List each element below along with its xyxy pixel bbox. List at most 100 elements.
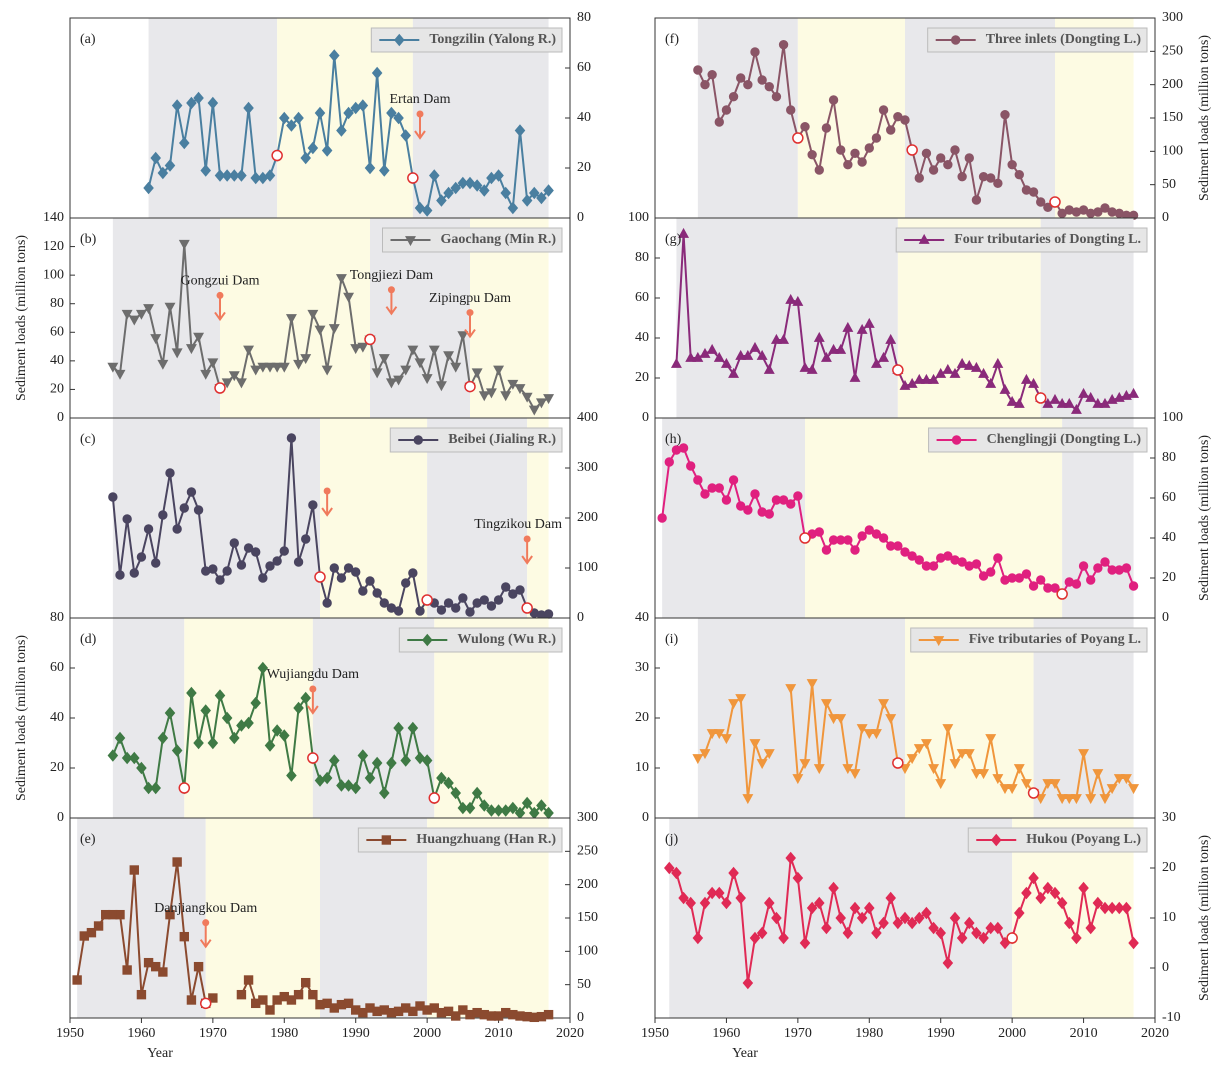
x-axis-label: Year <box>732 1046 758 1061</box>
marker <box>458 593 468 603</box>
marker <box>421 754 433 767</box>
marker <box>756 759 768 770</box>
marker <box>178 239 190 250</box>
marker <box>986 173 996 183</box>
marker <box>129 751 140 765</box>
dam-dot <box>202 919 210 927</box>
marker <box>1071 931 1082 945</box>
y-tick-label: 40 <box>50 353 64 368</box>
dam-label: Ertan Dam <box>389 92 450 107</box>
marker <box>1086 575 1096 585</box>
marker <box>714 483 724 493</box>
marker <box>835 343 847 354</box>
y-tick-label: 100 <box>1162 144 1183 159</box>
legend-marker <box>918 233 930 244</box>
marker <box>813 331 825 342</box>
marker <box>221 378 233 389</box>
marker <box>143 181 154 195</box>
marker <box>1100 203 1110 213</box>
marker <box>1014 573 1024 583</box>
marker <box>258 995 268 1005</box>
marker <box>236 169 247 182</box>
break-point <box>792 132 804 144</box>
marker <box>928 165 939 175</box>
marker <box>136 761 147 775</box>
break-point <box>521 602 533 614</box>
y-tick-label: 80 <box>635 250 649 265</box>
marker <box>451 603 461 613</box>
marker <box>301 977 311 988</box>
marker <box>878 351 890 362</box>
panel-label: (g) <box>665 232 682 247</box>
y-tick-label: -10 <box>1162 1010 1181 1025</box>
marker <box>1035 794 1047 805</box>
marker <box>856 323 868 334</box>
y-axis-label: Sediment loads (million tons) <box>14 635 29 801</box>
marker <box>936 153 946 163</box>
marker <box>436 194 447 207</box>
break-point <box>199 997 212 1010</box>
marker <box>257 362 269 373</box>
marker <box>735 694 747 705</box>
y-tick-label: 150 <box>1162 110 1183 125</box>
marker <box>307 309 319 320</box>
marker <box>1070 403 1082 414</box>
marker <box>813 764 825 775</box>
panel-label: (b) <box>80 232 97 247</box>
marker <box>913 744 925 755</box>
panel-label: (j) <box>665 832 679 847</box>
x-tick-label: 1980 <box>855 1026 883 1041</box>
marker <box>264 739 276 752</box>
marker <box>1121 563 1132 573</box>
y-tick-label: 200 <box>1162 77 1183 92</box>
marker <box>314 325 326 336</box>
marker <box>771 911 782 925</box>
marker <box>172 524 182 534</box>
break-point <box>1049 196 1061 208</box>
marker <box>743 505 753 515</box>
marker <box>786 499 796 509</box>
y-tick-label: 0 <box>642 410 649 425</box>
legend-label: Hukou (Poyang L.) <box>1026 832 1141 847</box>
marker <box>1120 774 1132 785</box>
marker <box>157 359 169 370</box>
marker <box>970 769 982 780</box>
legend-box <box>370 27 563 53</box>
marker <box>843 535 853 545</box>
marker <box>150 781 161 795</box>
break-point <box>421 594 433 606</box>
marker <box>386 106 397 120</box>
y-tick-label: 30 <box>1162 810 1176 825</box>
marker <box>171 744 183 757</box>
y-tick-label: 80 <box>1162 450 1176 465</box>
marker <box>885 714 897 725</box>
marker <box>336 124 347 137</box>
marker <box>835 714 847 725</box>
dam-arrowhead <box>321 507 333 517</box>
y-tick-label: 20 <box>635 710 649 725</box>
x-tick-label: 1980 <box>270 1026 298 1041</box>
marker <box>914 555 924 565</box>
marker <box>471 368 483 379</box>
marker <box>336 779 347 792</box>
marker <box>736 73 746 83</box>
marker <box>86 927 97 938</box>
marker <box>172 857 182 867</box>
y-tick-label: 50 <box>577 977 591 992</box>
y-tick-label: 140 <box>43 210 64 225</box>
y-axis-label: Sediment loads (million tons) <box>1197 835 1212 1001</box>
marker <box>799 759 811 770</box>
marker <box>301 534 311 544</box>
y-tick-label: 0 <box>577 210 584 225</box>
marker <box>251 547 261 557</box>
marker <box>771 91 782 102</box>
marker <box>970 361 982 372</box>
legend-label: Three inlets (Dongting L.) <box>986 32 1142 47</box>
legend-label: Chenglingji (Dongting L.) <box>987 432 1142 447</box>
marker <box>1128 581 1139 591</box>
marker <box>806 679 818 690</box>
marker <box>414 201 426 215</box>
marker <box>351 567 361 577</box>
x-tick-label: 1950 <box>641 1026 669 1041</box>
y-tick-label: 10 <box>1162 910 1176 925</box>
